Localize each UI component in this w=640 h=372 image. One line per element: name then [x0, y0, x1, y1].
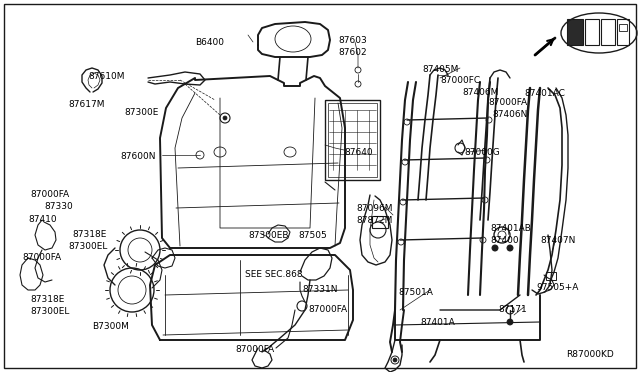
Text: 87407N: 87407N — [540, 236, 575, 245]
Text: 87406N: 87406N — [492, 110, 527, 119]
Circle shape — [507, 245, 513, 251]
Text: 87000FA: 87000FA — [488, 98, 527, 107]
Circle shape — [223, 116, 227, 120]
Text: 87406M: 87406M — [462, 88, 499, 97]
Text: 87000FC: 87000FC — [440, 76, 480, 85]
Text: 87000FA: 87000FA — [30, 190, 69, 199]
Text: 87602: 87602 — [338, 48, 367, 57]
Text: 87000G: 87000G — [464, 148, 500, 157]
Text: B7300M: B7300M — [92, 322, 129, 331]
Text: 87501A: 87501A — [398, 288, 433, 297]
Bar — [325, 100, 380, 180]
Text: B6400: B6400 — [195, 38, 224, 47]
Text: 87400: 87400 — [490, 236, 518, 245]
Text: 87401AC: 87401AC — [524, 89, 565, 98]
Text: 87331N: 87331N — [302, 285, 337, 294]
Text: 87318E: 87318E — [30, 295, 65, 304]
Bar — [546, 272, 556, 280]
Text: 87096M: 87096M — [356, 204, 392, 213]
Text: 87000FA: 87000FA — [235, 345, 274, 354]
Circle shape — [492, 245, 498, 251]
Text: 87171: 87171 — [498, 305, 527, 314]
Text: 87617M: 87617M — [68, 100, 104, 109]
Text: 87872M: 87872M — [356, 216, 392, 225]
Text: 87330: 87330 — [44, 202, 73, 211]
Bar — [585, 19, 599, 45]
Bar — [567, 19, 583, 45]
Bar — [617, 19, 629, 45]
Text: 87000FA: 87000FA — [308, 305, 347, 314]
Text: 87401A: 87401A — [420, 318, 455, 327]
Text: 87610M: 87610M — [88, 72, 125, 81]
Text: 87405M: 87405M — [422, 65, 458, 74]
Bar — [619, 24, 627, 31]
Text: 87603: 87603 — [338, 36, 367, 45]
Text: 87505: 87505 — [298, 231, 327, 240]
Bar — [601, 19, 615, 45]
Circle shape — [393, 358, 397, 362]
Circle shape — [507, 319, 513, 325]
Text: 87600N: 87600N — [120, 152, 156, 161]
Text: 87300EL: 87300EL — [30, 307, 69, 316]
Text: 87300E: 87300E — [124, 108, 158, 117]
Bar — [328, 103, 377, 177]
Text: 87300EL: 87300EL — [68, 242, 108, 251]
Text: 87401AB: 87401AB — [490, 224, 531, 233]
Text: 87318E: 87318E — [72, 230, 106, 239]
Text: R87000KD: R87000KD — [566, 350, 614, 359]
Text: 87640: 87640 — [344, 148, 372, 157]
Text: SEE SEC.868: SEE SEC.868 — [245, 270, 303, 279]
Text: 87000FA: 87000FA — [22, 253, 61, 262]
Text: 87300EB: 87300EB — [248, 231, 289, 240]
Text: 97505+A: 97505+A — [536, 283, 579, 292]
Bar — [372, 216, 388, 228]
Text: 87410: 87410 — [28, 215, 56, 224]
